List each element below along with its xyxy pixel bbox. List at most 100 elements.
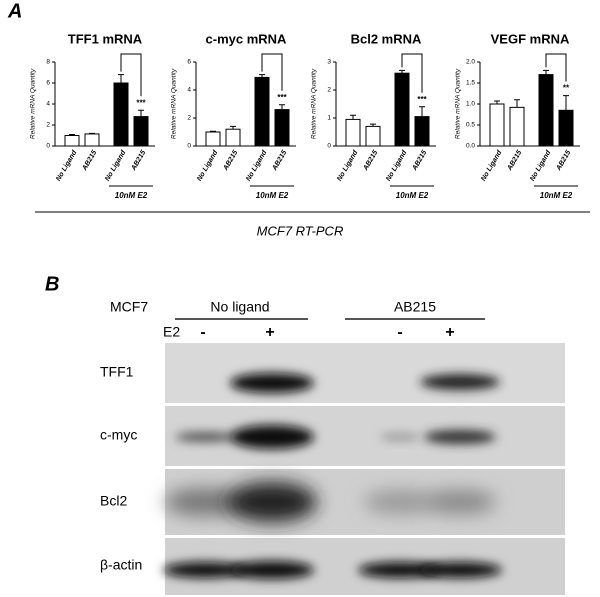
- x-tick-label: AB215: [506, 149, 524, 172]
- error-bar: [210, 130, 216, 132]
- error-bar: [494, 100, 500, 104]
- bracket: [120, 53, 142, 97]
- x-tick-label: No Ligand: [480, 149, 504, 183]
- blot: [163, 343, 565, 595]
- x-tick-label: No Ligand: [336, 149, 360, 183]
- bracket: [545, 53, 567, 82]
- x-tick-label: AB215: [362, 149, 380, 172]
- error-bar: [370, 123, 376, 127]
- y-tick-label: 6: [187, 59, 191, 66]
- x-tick-label: No Ligand: [55, 149, 79, 183]
- x-tick-label: No Ligand: [245, 149, 269, 183]
- y-tick-label: 2: [327, 87, 331, 94]
- error-bar: [514, 99, 520, 108]
- band: [230, 373, 314, 393]
- bar: [509, 106, 525, 147]
- band: [364, 490, 436, 514]
- significance: ***: [136, 98, 146, 107]
- chart-title: VEGF mRNA: [491, 31, 570, 46]
- panel-label: B: [45, 273, 59, 295]
- lane-label: +: [445, 324, 454, 341]
- x-tick-label: No Ligand: [529, 149, 553, 183]
- bar: [394, 72, 410, 147]
- band: [230, 425, 314, 449]
- y-tick-label: 2.0: [466, 59, 475, 66]
- row-label: β-actin: [100, 557, 142, 573]
- bar: [254, 76, 270, 147]
- bar: [133, 116, 149, 147]
- y-tick-label: 1.0: [466, 101, 475, 108]
- error-bar: [563, 95, 569, 111]
- band: [163, 562, 247, 578]
- x-tick-label: AB215: [411, 149, 429, 172]
- y-tick-label: 2: [187, 115, 191, 122]
- row-label: Bcl2: [100, 493, 127, 509]
- significance: **: [563, 84, 570, 93]
- y-tick-label: 4: [46, 101, 50, 108]
- y-tick-label: 0: [46, 143, 50, 150]
- y-tick-label: 1.5: [466, 80, 475, 87]
- y-tick-label: 1: [327, 115, 331, 122]
- chart-title: c-myc mRNA: [206, 31, 288, 46]
- x-tick-label: No Ligand: [104, 149, 128, 183]
- y-tick-label: 4: [187, 87, 191, 94]
- group-label: 10nM E2: [115, 191, 148, 200]
- bar: [84, 133, 100, 147]
- band: [227, 482, 317, 522]
- error-bar: [399, 69, 405, 74]
- band: [424, 430, 496, 444]
- row-label: c-myc: [100, 427, 137, 443]
- error-bar: [419, 106, 425, 117]
- y-tick-label: 2: [46, 122, 50, 129]
- chart-title: TFF1 mRNA: [68, 31, 143, 46]
- y-tick-label: 0.5: [466, 122, 475, 129]
- bar: [345, 118, 361, 147]
- error-bar: [118, 74, 124, 83]
- y-tick-label: 0: [187, 143, 191, 150]
- lane-label: -: [200, 324, 205, 341]
- footer: MCF7 RT-PCR: [257, 223, 344, 238]
- lane-label: +: [265, 324, 274, 341]
- error-bar: [279, 104, 285, 110]
- row-label: TFF1: [100, 364, 134, 380]
- band: [230, 561, 314, 579]
- band: [420, 374, 500, 390]
- y-tick-label: 3: [327, 59, 331, 66]
- error-bar: [69, 133, 75, 136]
- bar: [414, 116, 430, 147]
- bar: [205, 131, 221, 147]
- error-bar: [259, 74, 265, 78]
- bar: [538, 74, 554, 147]
- y-tick-label: 6: [46, 80, 50, 87]
- group-label: 10nM E2: [396, 191, 429, 200]
- x-tick-label: AB215: [81, 149, 99, 172]
- band: [358, 562, 442, 578]
- bar: [113, 82, 129, 147]
- error-bar: [230, 125, 236, 130]
- treatment: E2: [163, 324, 180, 340]
- error-bar: [138, 109, 144, 117]
- error-bar: [350, 114, 356, 120]
- band: [418, 562, 502, 578]
- significance: ***: [277, 93, 287, 102]
- y-axis-label: Relative mRNA Quantity: [311, 68, 318, 139]
- blot-strip: [165, 343, 565, 403]
- x-tick-label: No Ligand: [196, 149, 220, 183]
- y-axis-label: Relative mRNA Quantity: [30, 68, 37, 139]
- bar: [225, 128, 241, 147]
- bracket: [401, 53, 423, 93]
- bar: [365, 125, 381, 147]
- band: [175, 432, 235, 442]
- x-tick-label: AB215: [271, 149, 289, 172]
- panel-label: A: [7, 0, 22, 22]
- error-bar: [89, 132, 95, 134]
- chart-title: Bcl2 mRNA: [351, 31, 422, 46]
- bar: [489, 103, 505, 147]
- x-tick-label: AB215: [555, 149, 573, 172]
- band: [380, 433, 420, 441]
- group-label: 10nM E2: [256, 191, 289, 200]
- bar: [64, 135, 80, 147]
- lane-label: -: [397, 324, 402, 341]
- bracket: [261, 53, 283, 91]
